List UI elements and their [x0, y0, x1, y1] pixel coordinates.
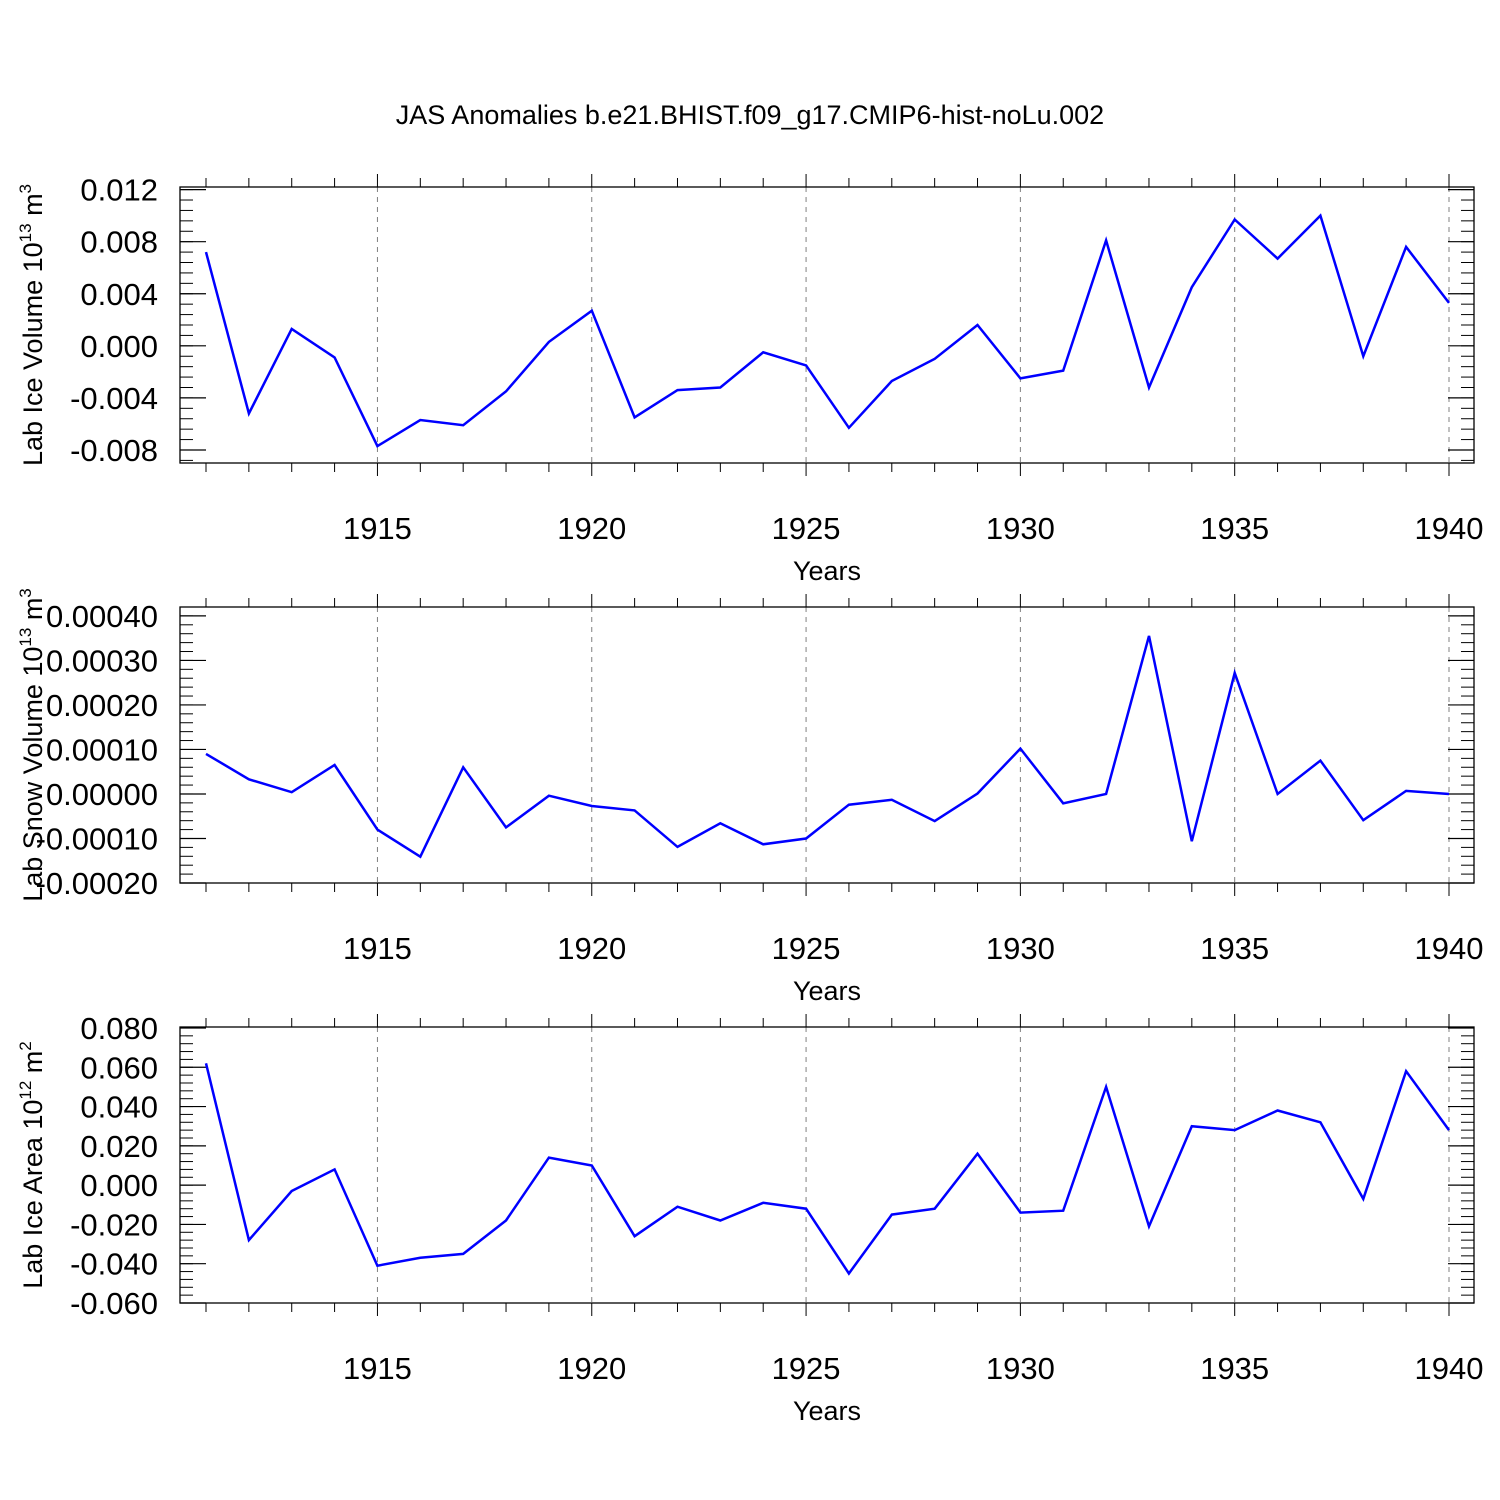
x-axis-label: Years [793, 556, 861, 586]
x-tick-label: 1925 [772, 1351, 841, 1386]
y-tick-label: -0.00010 [36, 821, 158, 856]
x-tick-label: 1925 [772, 931, 841, 966]
y-tick-label: -0.008 [70, 433, 158, 468]
series-line [204, 1063, 1451, 1276]
x-axis-label: Years [793, 1396, 861, 1426]
x-tick-label: 1940 [1415, 1351, 1484, 1386]
x-tick-label: 1935 [1200, 931, 1269, 966]
y-axis-label: Lab Ice Volume 1013 m3 [16, 184, 48, 466]
plot-frame [179, 606, 1475, 884]
y-axis-label: Lab Ice Area 1012 m2 [16, 1041, 48, 1289]
x-axis-label: Years [793, 976, 861, 1006]
y-tick-label: 0.00010 [46, 732, 158, 767]
x-tick-label: 1920 [557, 511, 626, 546]
x-tick-label: 1920 [557, 1351, 626, 1386]
y-tick-label: 0.060 [80, 1050, 158, 1085]
x-tick-label: 1930 [986, 511, 1055, 546]
y-tick-label: 0.00000 [46, 777, 158, 812]
y-tick-label: 0.008 [80, 225, 158, 260]
panel-3: -0.060 -0.040 -0.020 0.000 0.020 0.040 0.060 0.… [16, 1011, 1483, 1426]
y-tick-label: -0.020 [70, 1207, 158, 1242]
y-tick-label: 0.00020 [46, 688, 158, 723]
x-tick-label: 1915 [343, 511, 412, 546]
y-tick-label: -0.00020 [36, 866, 158, 901]
y-tick-label: 0.000 [80, 329, 158, 364]
panel-2: -0.00020 -0.00010 0.00000 0.00010 0.00020 0.0… [16, 588, 1483, 1006]
x-tick-label: 1940 [1415, 931, 1484, 966]
y-tick-label: 0.080 [80, 1011, 158, 1046]
y-tick-label: 0.012 [80, 173, 158, 208]
x-tick-label: 1930 [986, 931, 1055, 966]
panel-1: -0.008 -0.004 0.000 0.004 0.008 0.012 1915 1920… [16, 173, 1483, 586]
x-tick-label: 1935 [1200, 511, 1269, 546]
x-tick-label: 1940 [1415, 511, 1484, 546]
chart-title: JAS Anomalies b.e21.BHIST.f09_g17.CMIP6-… [396, 100, 1104, 130]
y-tick-label: 0.00040 [46, 599, 158, 634]
x-tick-label: 1925 [772, 511, 841, 546]
y-tick-label: 0.004 [80, 277, 158, 312]
y-tick-label: -0.060 [70, 1286, 158, 1321]
plot-frame [179, 186, 1475, 464]
y-tick-label: 0.00030 [46, 643, 158, 678]
x-tick-label: 1920 [557, 931, 626, 966]
x-tick-label: 1915 [343, 931, 412, 966]
x-tick-label: 1935 [1200, 1351, 1269, 1386]
y-axis-label: Lab Snow Volume 1013 m3 [16, 588, 48, 902]
y-tick-label: 0.040 [80, 1090, 158, 1125]
y-tick-label: 0.020 [80, 1129, 158, 1164]
series-line [204, 213, 1450, 448]
x-tick-label: 1915 [343, 1351, 412, 1386]
y-tick-label: 0.000 [80, 1168, 158, 1203]
plot-frame [179, 1026, 1475, 1304]
x-tick-label: 1930 [986, 1351, 1055, 1386]
y-tick-label: -0.040 [70, 1247, 158, 1282]
series-line [205, 635, 1450, 859]
y-tick-label: -0.004 [70, 381, 158, 416]
